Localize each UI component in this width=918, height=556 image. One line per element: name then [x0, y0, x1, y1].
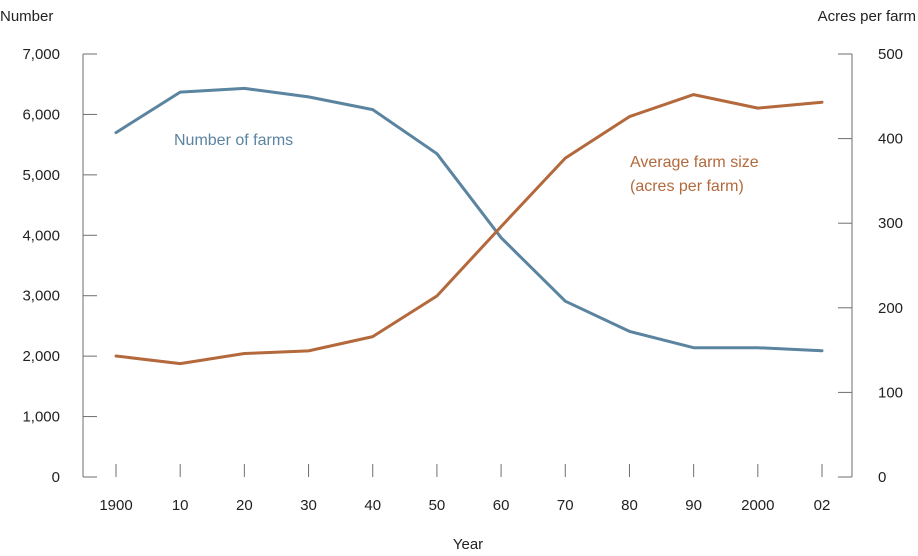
- right-y-axis: 0 100 200 300 400 500: [838, 46, 903, 486]
- x-tick-label: 80: [621, 497, 638, 514]
- x-tick-label: 30: [300, 497, 317, 514]
- right-tick-label: 400: [878, 131, 903, 148]
- x-tick-label: 20: [236, 497, 253, 514]
- x-tick-label: 70: [557, 497, 574, 514]
- right-tick-label: 200: [878, 300, 903, 317]
- series-label-size-line1: Average farm size: [630, 154, 759, 171]
- x-tick-label: 40: [364, 497, 381, 514]
- x-axis-title: Year: [453, 536, 483, 553]
- x-tick-label: 90: [685, 497, 702, 514]
- left-tick-label: 6,000: [22, 106, 60, 123]
- series-line-size: [114, 93, 824, 366]
- right-tick-label: 0: [878, 469, 886, 486]
- series-label-farms: Number of farms: [174, 132, 293, 149]
- x-axis: 1900 10 20 30 40 50 60 70 80 90 2000 02: [99, 464, 830, 514]
- x-tick-label: 02: [814, 497, 831, 514]
- left-tick-label: 1,000: [22, 409, 60, 426]
- left-tick-label: 2,000: [22, 348, 60, 365]
- series-line-farms: [114, 86, 824, 353]
- x-tick-label: 60: [493, 497, 510, 514]
- series-label-size-line2: (acres per farm): [630, 178, 744, 195]
- left-tick-label: 4,000: [22, 227, 60, 244]
- x-tick-label: 1900: [99, 497, 132, 514]
- left-y-axis: 0 1,000 2,000 3,000 4,000 5,000 6,000 7,000: [22, 46, 97, 486]
- x-tick-label: 2000: [741, 497, 774, 514]
- x-tick-label: 10: [172, 497, 189, 514]
- left-axis-title: Number: [0, 8, 53, 25]
- left-tick-label: 3,000: [22, 288, 60, 305]
- right-tick-label: 500: [878, 46, 903, 63]
- left-tick-label: 0: [52, 469, 60, 486]
- right-axis-title: Acres per farm: [818, 8, 916, 25]
- left-tick-label: 7,000: [22, 46, 60, 63]
- left-tick-label: 5,000: [22, 167, 60, 184]
- right-tick-label: 300: [878, 215, 903, 232]
- x-tick-label: 50: [429, 497, 446, 514]
- right-tick-label: 100: [878, 384, 903, 401]
- series-layer: [114, 86, 824, 366]
